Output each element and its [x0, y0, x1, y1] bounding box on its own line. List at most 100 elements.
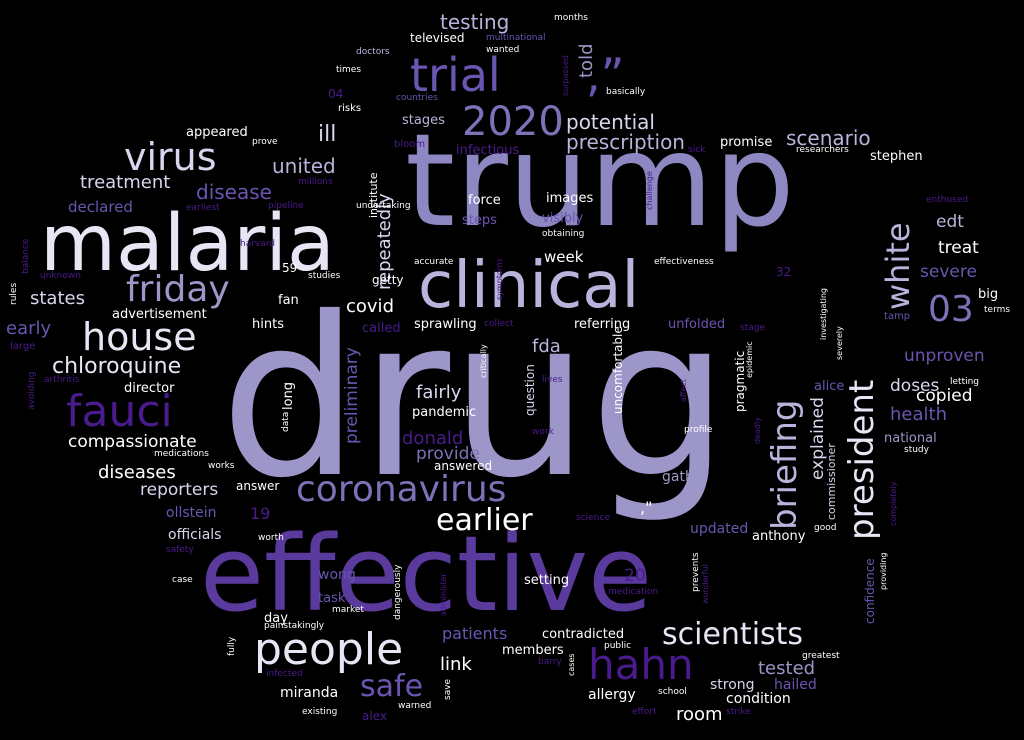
word-doses: doses	[890, 376, 940, 396]
word-months: months	[554, 13, 588, 23]
word-pipeline: pipeline	[268, 201, 304, 211]
word-chloroquine: chloroquine	[52, 354, 182, 379]
word-setting: setting	[524, 573, 570, 588]
word-reporters: reporters	[140, 480, 219, 500]
word-undertaking: undertaking	[356, 201, 411, 211]
word-critically: critically	[479, 344, 488, 378]
word-epidemic: epidemic	[745, 341, 754, 378]
word-virus: virus	[124, 135, 217, 179]
word-letting: letting	[950, 377, 980, 387]
word-2020: 2020	[462, 99, 564, 145]
word-symptoms: symptoms	[495, 258, 504, 300]
word-stage: stage	[740, 323, 765, 333]
word-trial: trial	[410, 48, 501, 102]
word-covid: covid	[346, 296, 394, 317]
word-early: early	[6, 318, 52, 339]
word-united: united	[272, 154, 336, 178]
word-dangerously: dangerously	[393, 564, 403, 620]
word-existing: existing	[302, 707, 338, 717]
word-institute: institute	[367, 172, 380, 219]
word-provide: provide	[416, 444, 480, 464]
word-big: big	[978, 287, 999, 302]
word-punct-6: ,”	[586, 48, 625, 102]
word-stephen: stephen	[870, 149, 923, 164]
word-fan: fan	[278, 293, 299, 308]
word-04: 04	[328, 87, 344, 101]
word-harvard: harvard	[240, 239, 276, 249]
word-unfolded: unfolded	[668, 317, 726, 332]
word-safety: safety	[166, 545, 194, 555]
word-patients: patients	[442, 624, 508, 643]
word-unknown: unknown	[40, 271, 81, 281]
word-unproven: unproven	[904, 346, 985, 366]
word-save: save	[443, 678, 453, 700]
word-severely: severely	[835, 326, 844, 360]
word-promise: promise	[720, 135, 773, 150]
word-barry: barry	[538, 657, 562, 667]
word-basically: basically	[606, 87, 646, 97]
word-severe: severe	[920, 262, 977, 282]
word-director: director	[124, 381, 175, 396]
word-earliest: earliest	[186, 203, 220, 213]
word-providing: providing	[879, 552, 888, 591]
word-accurate: accurate	[414, 257, 454, 267]
word-stages: stages	[402, 113, 445, 128]
word-punct-187: ,"	[640, 498, 653, 517]
word-wanted: wanted	[486, 45, 520, 55]
word-drug: drug	[220, 270, 730, 526]
word-fauci: fauci	[66, 386, 173, 437]
word-answer: answer	[236, 479, 280, 493]
word-images: images	[546, 191, 594, 206]
word-public: public	[604, 641, 632, 651]
word-prove: prove	[252, 137, 278, 147]
word-prescription: prescription	[566, 130, 685, 154]
word-ollstein: ollstein	[166, 505, 217, 521]
word-earlier: earlier	[436, 503, 533, 538]
word-multinational: multinational	[486, 33, 546, 43]
word-day: day	[264, 611, 288, 626]
word-effective: effective	[200, 513, 653, 635]
word-safe: safe	[360, 669, 424, 704]
word-challenge: challenge	[645, 171, 654, 210]
word-effectiveness: effectiveness	[654, 257, 714, 267]
word-updated: updated	[690, 521, 749, 537]
word-investigating: investigating	[819, 288, 828, 340]
word-enthused: enthused	[926, 195, 969, 205]
word-millions: millions	[298, 177, 333, 187]
word-people: people	[254, 624, 404, 675]
word-terms: terms	[984, 305, 1011, 315]
word-deadly: deadly	[753, 417, 762, 444]
word-32: 32	[776, 265, 792, 279]
word-anthony: anthony	[752, 529, 806, 544]
word-president: president	[842, 379, 882, 540]
word-times: times	[336, 65, 362, 75]
word-fairly: fairly	[416, 382, 462, 403]
word-national: national	[884, 431, 937, 446]
word-answered: answered	[434, 459, 493, 473]
word-miranda: miranda	[280, 685, 339, 701]
word-sick: sick	[688, 145, 706, 155]
word-rules: rules	[9, 282, 19, 305]
word-medications: medications	[154, 449, 209, 459]
word-friday: friday	[126, 269, 230, 310]
word-warned: warned	[398, 701, 432, 711]
word-ill: ill	[318, 122, 337, 147]
word-scientists: scientists	[662, 617, 804, 652]
word-greatest: greatest	[802, 651, 840, 661]
word-preliminary: preliminary	[342, 347, 362, 444]
word-briefing: briefing	[765, 399, 805, 530]
word-donald: donald	[402, 428, 464, 449]
word-edt: edt	[936, 212, 964, 232]
word-visibly: visibly	[542, 211, 584, 226]
word-hailed: hailed	[774, 677, 817, 693]
word-referring: referring	[574, 317, 631, 332]
word-room: room	[676, 704, 723, 725]
word-question: question	[523, 364, 537, 416]
word-long: long	[281, 381, 296, 410]
word-disease: disease	[196, 180, 272, 204]
word-scenario: scenario	[786, 126, 871, 150]
word-market: market	[332, 605, 364, 615]
word-gather: gather	[662, 469, 709, 485]
word-completely: completely	[889, 481, 898, 526]
